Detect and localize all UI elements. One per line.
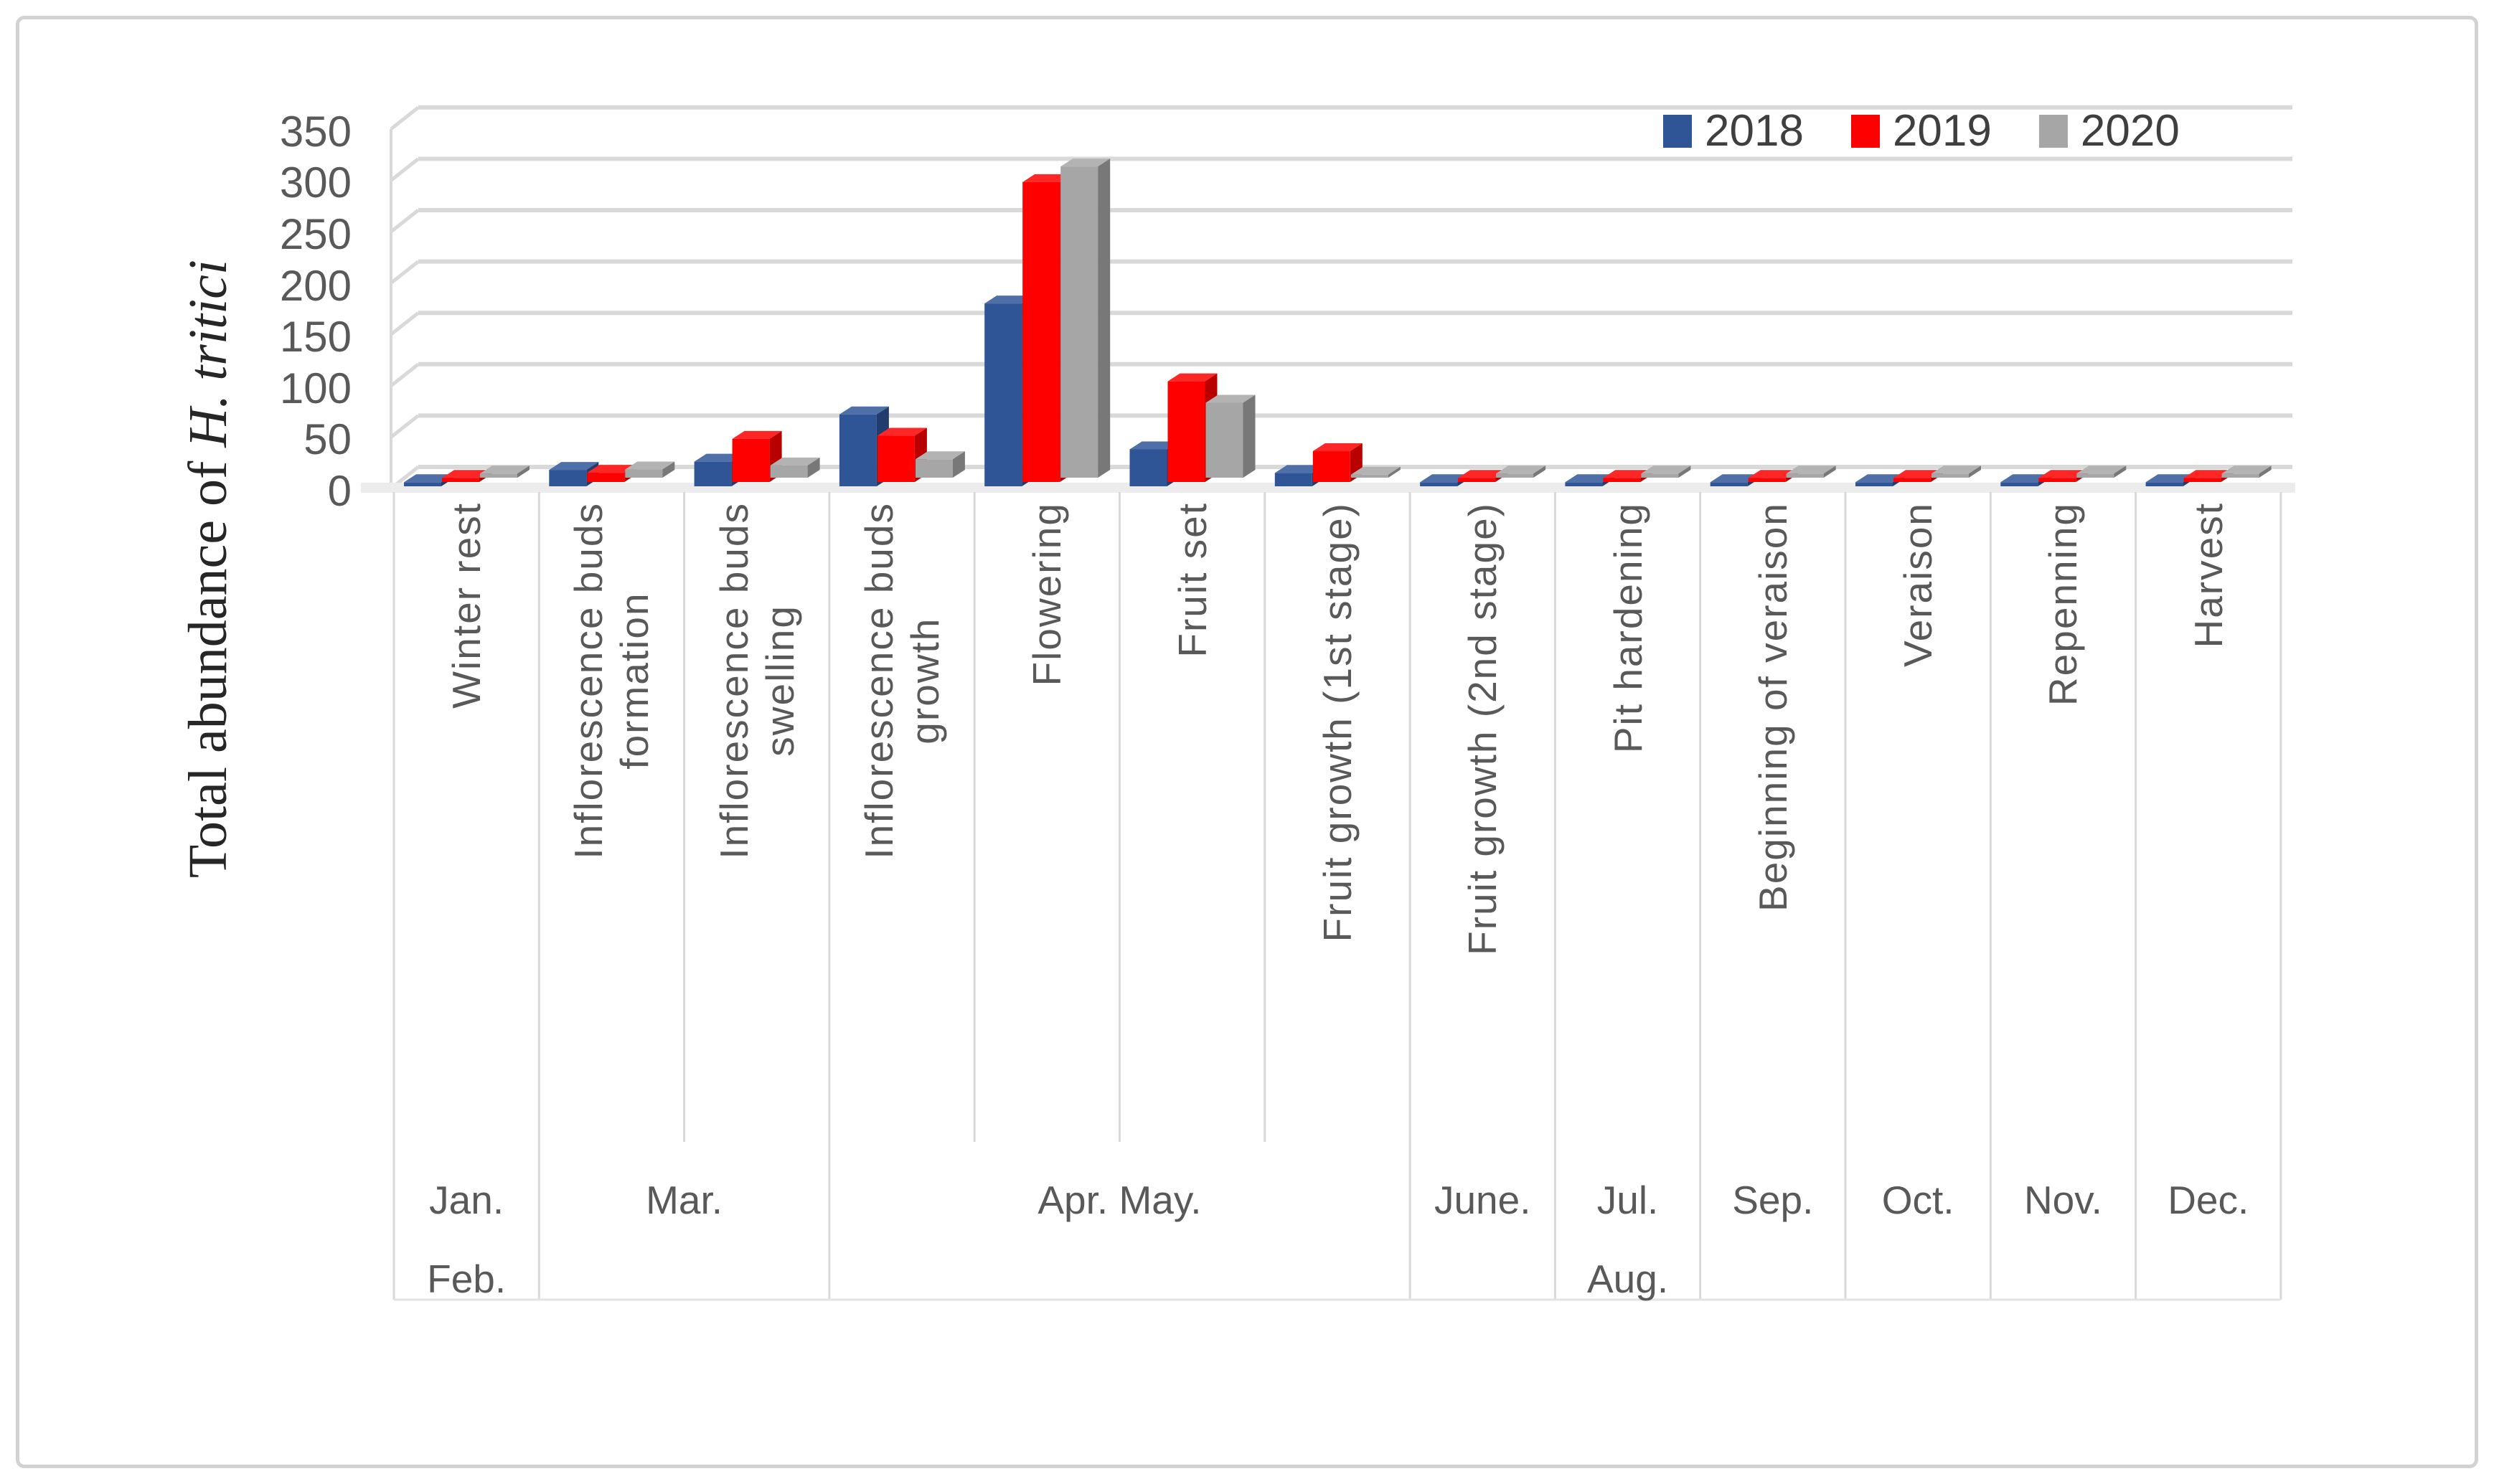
legend-item-2019: 2019: [1850, 106, 1992, 156]
x-month-label-7: Nov.: [2023, 1178, 2102, 1222]
x-month-label-8: Dec.: [2168, 1178, 2249, 1222]
gridline-stub-100: [390, 362, 420, 387]
gridline-stub-200: [390, 260, 420, 285]
legend-swatch-2019: [1850, 115, 1880, 148]
x-category-label-0: Winter rest: [444, 502, 489, 709]
bar-2019-cat6: [1312, 443, 1363, 482]
bar-2020-cat3: [915, 451, 965, 478]
x-category-label-5: Fruit set: [1170, 502, 1215, 658]
x-category-label-4: Flowering: [1025, 502, 1070, 686]
x-category-label-12: Harvest: [2185, 502, 2231, 648]
x-category-label-1: Inflorescence buds formation: [566, 502, 657, 859]
legend: 2018 2019 2020: [1663, 109, 2180, 153]
gridline-stub-150: [390, 311, 420, 336]
gridline-stub-300: [390, 157, 420, 182]
y-tick-label-300: 300: [279, 159, 352, 207]
y-tick-label-50: 50: [303, 415, 352, 464]
x-category-label-3: Inflorescence buds growth: [857, 502, 948, 859]
legend-label-2019: 2019: [1892, 106, 1992, 156]
bar-2020-cat4: [1060, 159, 1111, 478]
y-tick-label-200: 200: [279, 261, 352, 310]
bar-2020-cat0: [480, 465, 530, 478]
bar-2020-cat9: [1786, 465, 1836, 478]
legend-label-2020: 2020: [2080, 106, 2180, 156]
legend-item-2018: 2018: [1663, 109, 1804, 153]
legend-item-2020: 2020: [2038, 106, 2180, 156]
bar-2020-cat6: [1350, 466, 1401, 478]
x-month-label-2: Apr. May.: [1037, 1178, 1202, 1222]
gridline-stub-250: [390, 209, 420, 233]
x-category-label-2: Inflorescence buds swelling: [711, 502, 802, 859]
y-tick-label-350: 350: [279, 107, 352, 156]
y-tick-label-150: 150: [279, 313, 352, 361]
x-category-label-6: Fruit growth (1st stage): [1314, 502, 1360, 942]
bar-2019-cat3: [877, 427, 927, 482]
y-tick-label-100: 100: [279, 364, 352, 412]
bar-2020-cat7: [1496, 465, 1546, 478]
x-month-label-6: Oct.: [1881, 1178, 1954, 1222]
x-category-label-9: Beginning of veraison: [1750, 502, 1795, 912]
x-category-label-8: Pit hardening: [1605, 502, 1650, 754]
gridline-stub-350: [390, 105, 420, 131]
x-month-label-1: Mar.: [646, 1178, 723, 1222]
bar-2020-cat1: [625, 461, 675, 478]
x-month-label-0: Jan. Feb.: [427, 1178, 507, 1301]
gridline-stub-50: [390, 414, 420, 439]
bar-2020-cat11: [2076, 465, 2127, 478]
legend-swatch-2020: [2038, 115, 2068, 148]
bar-2020-cat5: [1205, 394, 1256, 478]
x-month-label-5: Sep.: [1732, 1178, 1814, 1222]
x-category-label-10: Veraison: [1896, 502, 1941, 668]
legend-swatch-2018: [1663, 115, 1692, 148]
legend-label-2018: 2018: [1705, 106, 1804, 156]
x-category-label-7: Fruit growth (2nd stage): [1460, 502, 1505, 955]
bar-2020-cat12: [2221, 465, 2272, 478]
bar-2020-cat2: [770, 457, 820, 478]
x-month-label-3: June.: [1434, 1178, 1531, 1222]
x-month-label-4: Jul. Aug.: [1586, 1178, 1669, 1301]
y-tick-label-250: 250: [279, 210, 352, 258]
bar-2020-cat8: [1641, 465, 1691, 478]
bar-2020-cat10: [1931, 465, 1981, 478]
x-category-label-11: Repenning: [2041, 502, 2086, 706]
y-tick-label-0: 0: [327, 467, 352, 515]
